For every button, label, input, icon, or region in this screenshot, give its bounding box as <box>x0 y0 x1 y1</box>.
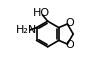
Text: O: O <box>65 40 74 50</box>
Text: H₂N: H₂N <box>16 25 37 35</box>
Text: HO: HO <box>32 8 50 18</box>
Text: O: O <box>65 18 74 28</box>
